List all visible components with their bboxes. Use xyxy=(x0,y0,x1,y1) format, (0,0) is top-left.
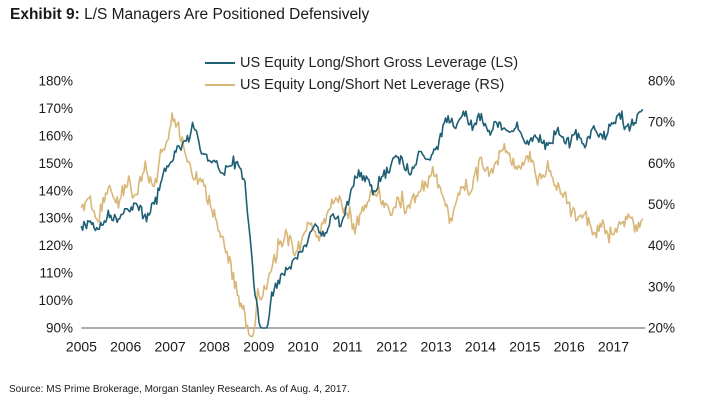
svg-text:2009: 2009 xyxy=(243,339,274,355)
svg-text:2008: 2008 xyxy=(199,339,230,355)
svg-text:140%: 140% xyxy=(38,183,73,198)
svg-text:70%: 70% xyxy=(648,115,675,130)
svg-text:110%: 110% xyxy=(39,266,73,281)
svg-text:30%: 30% xyxy=(648,279,675,294)
svg-text:180%: 180% xyxy=(38,74,73,89)
svg-text:40%: 40% xyxy=(648,238,675,253)
svg-text:20%: 20% xyxy=(648,321,675,336)
svg-text:2010: 2010 xyxy=(288,339,319,355)
svg-text:170%: 170% xyxy=(38,101,73,116)
svg-text:2016: 2016 xyxy=(554,339,585,355)
svg-text:2006: 2006 xyxy=(110,339,141,355)
svg-text:90%: 90% xyxy=(46,321,73,336)
svg-text:60%: 60% xyxy=(648,156,675,171)
svg-text:130%: 130% xyxy=(38,211,73,226)
svg-text:2011: 2011 xyxy=(332,339,362,355)
svg-text:2007: 2007 xyxy=(155,339,186,355)
svg-text:150%: 150% xyxy=(38,156,73,171)
svg-text:100%: 100% xyxy=(38,293,73,308)
svg-text:120%: 120% xyxy=(38,238,73,253)
svg-text:80%: 80% xyxy=(648,74,675,89)
svg-text:2014: 2014 xyxy=(465,339,496,355)
svg-text:2013: 2013 xyxy=(421,339,452,355)
svg-text:2012: 2012 xyxy=(376,339,407,355)
svg-text:50%: 50% xyxy=(648,197,675,212)
svg-text:2017: 2017 xyxy=(598,339,629,355)
svg-text:2005: 2005 xyxy=(66,339,97,355)
svg-text:160%: 160% xyxy=(38,128,73,143)
svg-text:2015: 2015 xyxy=(509,339,540,355)
